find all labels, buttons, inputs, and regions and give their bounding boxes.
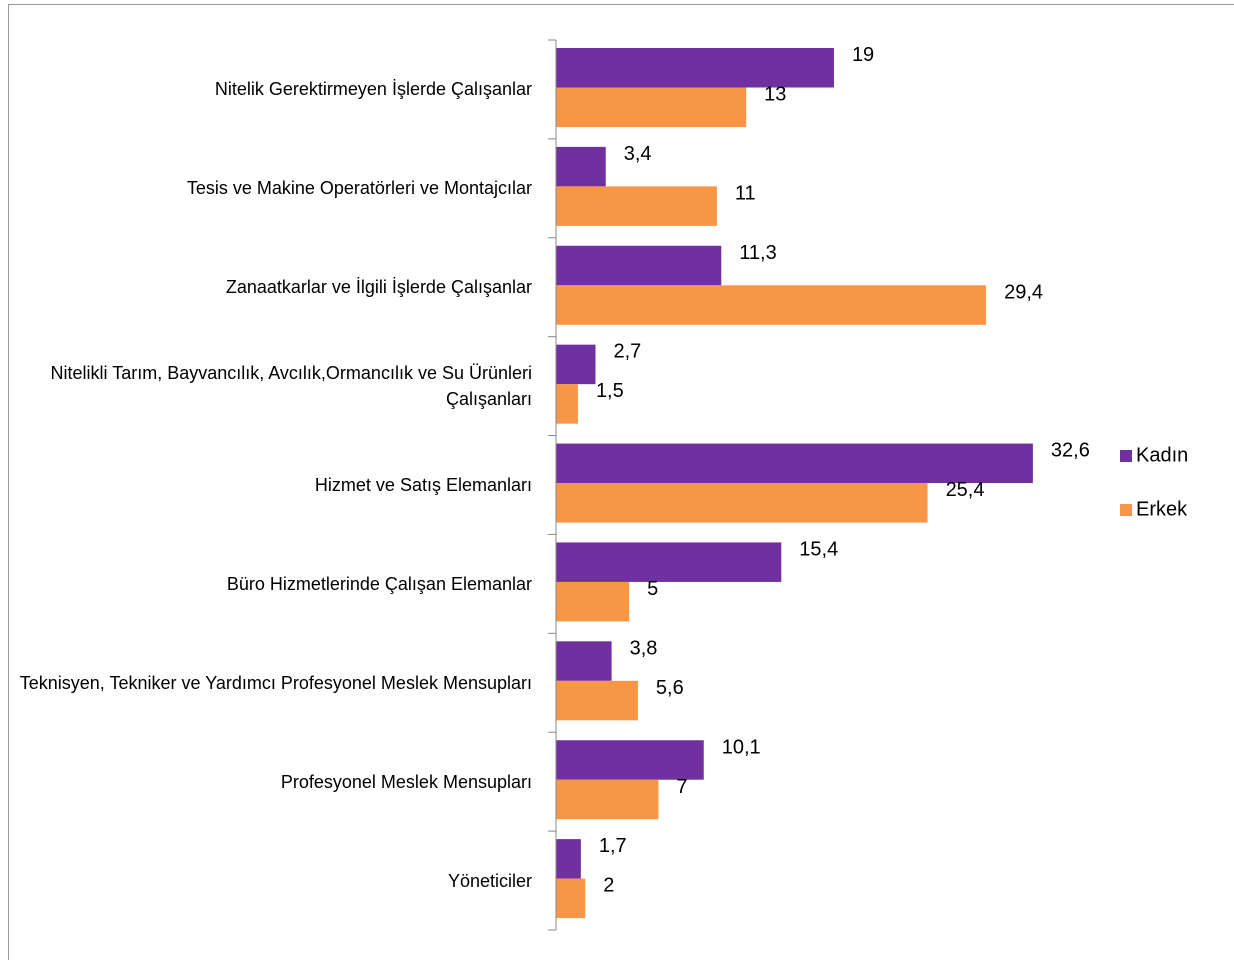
bar (556, 483, 928, 523)
value-label: 32,6 (1051, 440, 1090, 462)
bar (556, 344, 596, 385)
bar (556, 245, 722, 286)
value-label: 2,7 (613, 341, 641, 363)
value-label: 10,1 (722, 736, 761, 758)
category-label: Yöneticiler (447, 870, 532, 891)
value-label: 3,8 (630, 637, 658, 659)
value-label: 15,4 (799, 538, 838, 560)
frame (8, 4, 1234, 960)
category-label: Büro Hizmetlerinde Çalışan Elemanlar (226, 573, 532, 594)
bar (556, 581, 630, 622)
value-label: 5 (647, 578, 658, 600)
legend-swatch (1120, 450, 1132, 462)
bar (556, 542, 782, 582)
value-label: 3,4 (624, 143, 652, 165)
value-label: 1,5 (596, 380, 624, 402)
value-label: 2 (603, 875, 614, 897)
category-label: Nitelikli Tarım, Bayvancılık, Avcılık,Or… (50, 363, 532, 410)
bar (556, 48, 834, 88)
bar (556, 443, 1033, 484)
bar (556, 146, 606, 187)
bar (556, 878, 586, 919)
bar (556, 87, 747, 127)
bar (556, 779, 659, 820)
category-label: Nitelik Gerektirmeyen İşlerde Çalışanlar (214, 79, 532, 100)
legend-swatch (1120, 504, 1132, 516)
category-label: Tesis ve Makine Operatörleri ve Montajcı… (186, 178, 532, 199)
value-label: 11 (735, 182, 756, 204)
legend-label: Erkek (1136, 498, 1188, 520)
value-label: 25,4 (946, 479, 985, 501)
value-label: 1,7 (599, 835, 627, 857)
value-label: 11,3 (739, 242, 776, 264)
legend-label: Kadın (1136, 444, 1188, 466)
value-label: 5,6 (656, 677, 684, 699)
bar (556, 641, 612, 681)
category-label: Zanaatkarlar ve İlgili İşlerde Çalışanla… (225, 277, 532, 298)
category-label: Hizmet ve Satış Elemanları (314, 474, 532, 495)
bar (556, 285, 987, 325)
category-label: Profesyonel Meslek Mensupları (280, 771, 532, 792)
bar (556, 384, 578, 424)
value-label: 13 (764, 84, 786, 106)
bar (556, 186, 717, 226)
value-label: 29,4 (1004, 281, 1043, 303)
bar (556, 680, 638, 721)
value-label: 7 (676, 776, 687, 798)
value-label: 19 (852, 44, 874, 66)
category-label: Teknisyen, Tekniker ve Yardımcı Profesyo… (19, 672, 532, 693)
bar (556, 740, 704, 780)
bar (556, 839, 581, 879)
